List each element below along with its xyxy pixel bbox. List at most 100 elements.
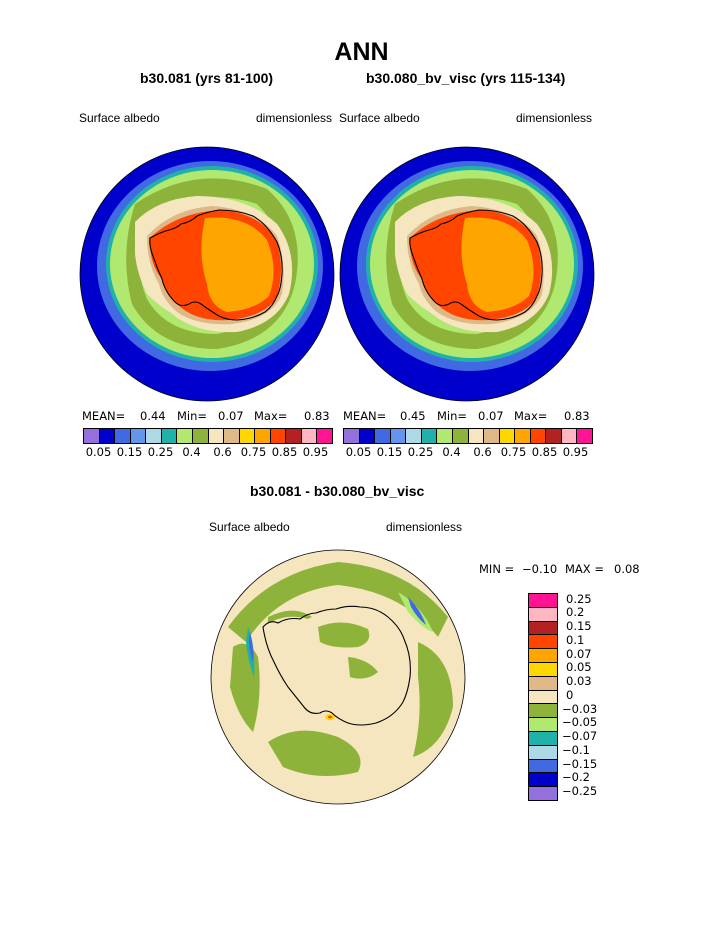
colorbar-swatch: [359, 429, 376, 443]
colorbar-tick-label: −0.25: [562, 784, 598, 798]
panel-2-max-label: Max=: [514, 409, 548, 423]
colorbar-tick-label: 0.15: [116, 445, 143, 459]
blue-streak-west: [249, 632, 254, 662]
colorbar-swatch: [484, 429, 500, 443]
colorbar-swatch: [317, 429, 332, 443]
colorbar-swatch: [529, 787, 557, 800]
colorbar-swatch: [499, 429, 516, 443]
colorbar-swatch: [286, 429, 302, 443]
colorbar-swatch: [515, 429, 531, 443]
diff-units: dimensionless: [386, 520, 463, 534]
diff-variable: Surface albedo: [209, 520, 290, 534]
colorbar-tick-label: −0.1: [562, 742, 590, 757]
colorbar-swatch: [421, 429, 438, 443]
green-patch-south: [268, 730, 361, 776]
colorbar-swatch: [99, 429, 116, 443]
colorbar-tick-label: 0.85: [271, 445, 298, 459]
colorbar-swatch: [375, 429, 391, 443]
panel-2-colorbar: [343, 428, 593, 444]
panel-1-min-value: 0.07: [218, 409, 244, 423]
panel-1-map: [79, 146, 335, 402]
diff-colorbar: [528, 593, 558, 801]
colorbar-swatch: [561, 429, 578, 443]
diff-min-value: −0.10: [522, 562, 558, 576]
colorbar-swatch: [529, 773, 557, 788]
colorbar-tick-label: 0.95: [562, 445, 589, 459]
colorbar-swatch: [529, 704, 557, 719]
colorbar-tick-label: 0.75: [500, 445, 527, 459]
colorbar-tick-label: 0.15: [376, 445, 403, 459]
colorbar-tick-label: 0.25: [147, 445, 174, 459]
colorbar-swatch: [529, 759, 557, 774]
colorbar-tick-label: 0.25: [407, 445, 434, 459]
panel-2-title: b30.080_bv_visc (yrs 115-134): [366, 70, 566, 86]
panel-2-mean-label: MEAN=: [343, 409, 387, 423]
colorbar-tick-label: −0.07: [562, 729, 598, 744]
colorbar-swatch: [529, 676, 557, 691]
colorbar-tick-label: 0.25: [566, 591, 592, 606]
colorbar-swatch: [208, 429, 225, 443]
colorbar-swatch: [529, 745, 557, 760]
panel-1-mean-label: MEAN=: [82, 409, 126, 423]
panel-2-min-label: Min=: [437, 409, 468, 423]
panel-1-mean-value: 0.44: [140, 409, 166, 423]
panel-1-colorbar-ticks: 0.05 0.15 0.25 0.4 0.6 0.75 0.85 0.95: [83, 445, 331, 461]
diff-min-label: MIN =: [479, 562, 515, 576]
diff-max-value: 0.08: [614, 562, 640, 576]
diff-max-label: MAX =: [565, 562, 604, 576]
colorbar-swatch: [130, 429, 147, 443]
colorbar-tick-label: 0.4: [442, 445, 461, 459]
colorbar-tick-label: 0.07: [566, 646, 592, 661]
diff-map: [210, 549, 466, 805]
colorbar-swatch: [177, 429, 193, 443]
colorbar-swatch: [239, 429, 256, 443]
panel-1-colorbar: [83, 428, 333, 444]
colorbar-tick-label: −0.2: [562, 770, 590, 785]
green-blotch-interior: [318, 622, 370, 648]
colorbar-tick-label: 0.85: [531, 445, 558, 459]
colorbar-tick-label: 0.75: [240, 445, 267, 459]
colorbar-swatch: [577, 429, 592, 443]
colorbar-tick-label: 0.6: [213, 445, 232, 459]
panel-1-max-label: Max=: [254, 409, 288, 423]
colorbar-swatch: [529, 594, 557, 608]
colorbar-tick-label: 0.05: [566, 660, 592, 675]
colorbar-swatch: [115, 429, 131, 443]
diff-title: b30.081 - b30.080_bv_visc: [250, 483, 425, 499]
coastline: [262, 605, 411, 726]
orange-spot: [328, 715, 332, 719]
colorbar-swatch: [529, 690, 557, 705]
colorbar-tick-label: 0: [566, 687, 574, 702]
colorbar-tick-label: 0.05: [85, 445, 112, 459]
colorbar-swatch: [301, 429, 318, 443]
panel-2-units: dimensionless: [516, 111, 593, 125]
panel-2-variable: Surface albedo: [339, 111, 420, 125]
panel-2-max-value: 0.83: [564, 409, 590, 423]
colorbar-swatch: [192, 429, 209, 443]
colorbar-swatch: [468, 429, 485, 443]
colorbar-swatch: [270, 429, 287, 443]
colorbar-tick-label: 0.15: [566, 619, 592, 634]
green-patch-east: [413, 642, 453, 757]
colorbar-swatch: [530, 429, 547, 443]
colorbar-swatch: [529, 662, 557, 677]
panel-2-colorbar-ticks: 0.05 0.15 0.25 0.4 0.6 0.75 0.85 0.95: [343, 445, 591, 461]
colorbar-tick-label: 0.6: [473, 445, 492, 459]
colorbar-tick-label: 0.1: [566, 632, 585, 647]
colorbar-tick-label: 0.4: [182, 445, 201, 459]
colorbar-tick-label: 0.95: [302, 445, 329, 459]
panel-1-variable: Surface albedo: [79, 111, 160, 125]
colorbar-swatch: [146, 429, 162, 443]
colorbar-swatch: [529, 649, 557, 663]
colorbar-swatch: [529, 731, 557, 746]
panel-2-min-value: 0.07: [478, 409, 504, 423]
ice-plateau-orange: [201, 217, 274, 312]
continent-tan: [263, 605, 409, 725]
colorbar-swatch: [529, 635, 557, 650]
panel-2-mean-value: 0.45: [400, 409, 426, 423]
colorbar-swatch: [344, 429, 360, 443]
diff-colorbar-ticks: 0.25 0.2 0.15 0.1 0.07 0.05 0.03 0 −0.03 −0.05 −0.…: [562, 591, 622, 799]
panel-1-title: b30.081 (yrs 81-100): [140, 70, 274, 86]
colorbar-tick-label: 0.2: [566, 605, 585, 620]
colorbar-swatch: [452, 429, 469, 443]
